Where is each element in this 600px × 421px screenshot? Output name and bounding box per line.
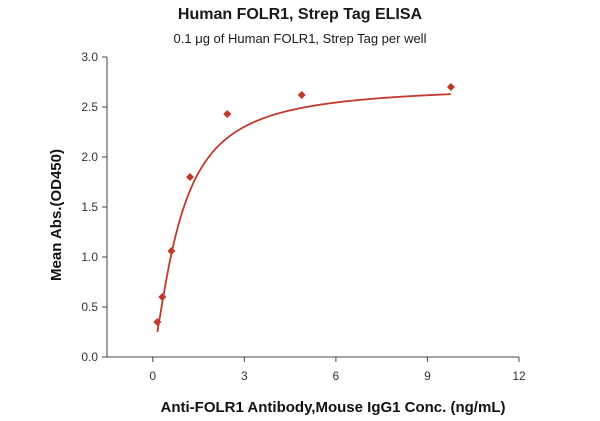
data-point bbox=[297, 91, 306, 99]
data-point bbox=[446, 83, 455, 91]
chart-title: Human FOLR1, Strep Tag ELISA bbox=[177, 6, 423, 23]
y-tick-label: 3.0 bbox=[81, 50, 98, 64]
data-point bbox=[167, 247, 176, 255]
y-tick-label: 1.5 bbox=[81, 200, 98, 214]
y-tick-label: 2.0 bbox=[81, 150, 98, 164]
y-tick-label: 0.5 bbox=[81, 300, 98, 314]
x-tick-label: 9 bbox=[424, 369, 431, 383]
y-axis-title: Mean Abs.(OD450) bbox=[48, 149, 65, 281]
y-tick-label: 0.0 bbox=[81, 350, 98, 364]
x-tick-label: 3 bbox=[241, 369, 248, 383]
x-axis-title: Anti-FOLR1 Antibody,Mouse IgG1 Conc. (ng… bbox=[161, 399, 506, 416]
x-tick-label: 0 bbox=[149, 369, 156, 383]
data-point bbox=[186, 173, 195, 181]
fit-curve bbox=[156, 93, 451, 333]
data-point bbox=[223, 110, 232, 118]
y-tick-label: 1.0 bbox=[81, 250, 98, 264]
chart-subtitle: 0.1 μg of Human FOLR1, Strep Tag per wel… bbox=[173, 31, 427, 46]
data-point bbox=[153, 318, 162, 326]
x-tick-label: 6 bbox=[333, 369, 340, 383]
data-point bbox=[158, 293, 167, 301]
x-tick-label: 12 bbox=[512, 369, 526, 383]
y-tick-label: 2.5 bbox=[81, 100, 98, 114]
